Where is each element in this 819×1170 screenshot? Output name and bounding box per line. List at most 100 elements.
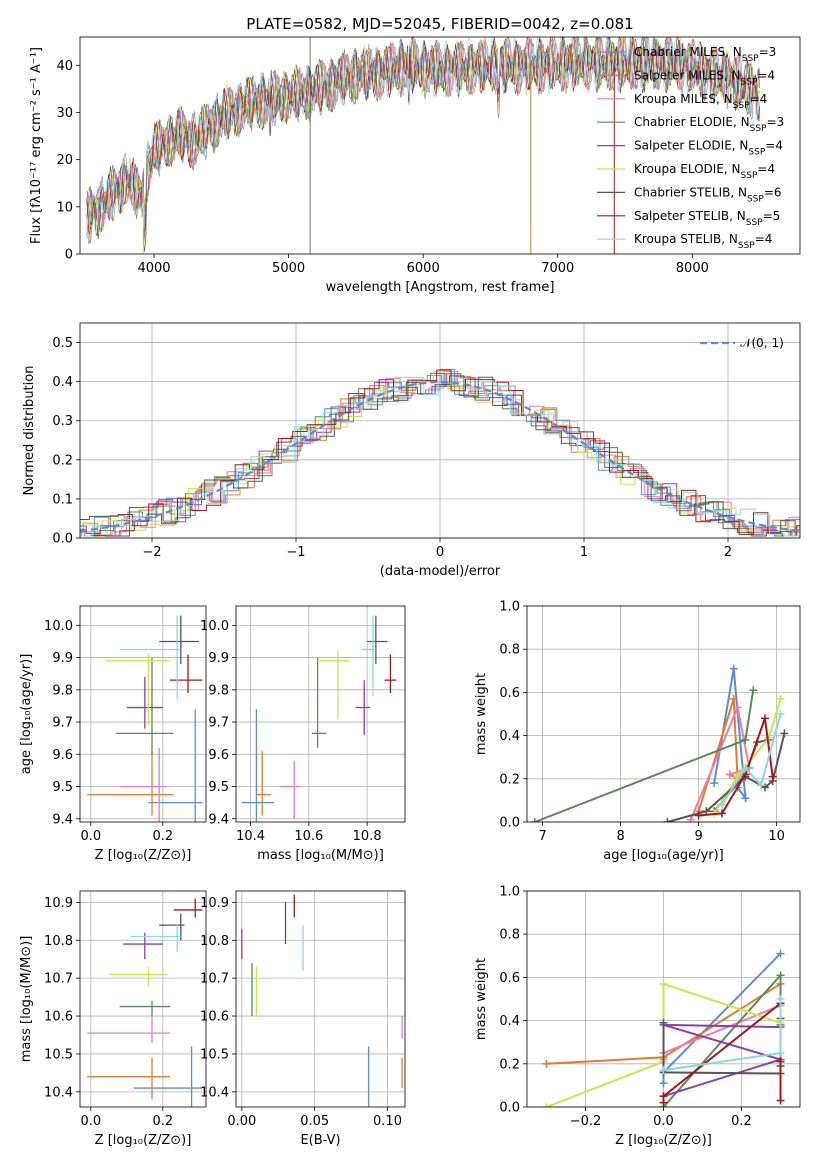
- spectrum-panel: 4000 5000 6000 7000 8000 0 10 20 30 40 wavelength …: [29, 15, 801, 295]
- y-tick-label: 10.5: [44, 1047, 73, 1062]
- error-point-salpeter-miles: [256, 751, 271, 816]
- axes-frame: [79, 605, 207, 823]
- x-axis-label: Z [log₁₀(Z/Z⊙)]: [95, 1133, 192, 1148]
- histogram-chabrier-stelib: [80, 375, 800, 537]
- x-axis-label: mass [log₁₀(M/M⊙)]: [257, 848, 384, 863]
- legend-label: Kroupa MILES, NSSP=4: [634, 92, 767, 111]
- y-tick-label: 10.4: [200, 1085, 229, 1100]
- legend-label-tail: =4: [750, 92, 768, 106]
- y-tick-label: 10.0: [200, 619, 229, 634]
- y-tick-label: 0.0: [499, 1101, 520, 1116]
- age_vs_Z-plot-area: [87, 615, 203, 822]
- y-tick-label: 9.5: [208, 780, 229, 795]
- y-tick-label: 9.5: [52, 780, 73, 795]
- legend-label-base: Salpeter STELIB, N: [634, 209, 746, 223]
- legend-label-base: Salpeter MILES, N: [634, 68, 741, 82]
- error-point-chabrier-elodie: [116, 657, 174, 755]
- age_vs_mass-plot-area: [241, 615, 397, 822]
- error-point-kroupa-elodie: [105, 654, 170, 726]
- x-tick-label: 0.2: [152, 829, 173, 844]
- y-axis-label: mass [log₁₀(M/M⊙)]: [19, 936, 34, 1063]
- x-tick-label: −1: [286, 545, 305, 560]
- weight-line: [689, 704, 751, 821]
- error-point-salpeter-elodie: [126, 676, 163, 729]
- y-tick-label: 10.9: [44, 896, 73, 911]
- x-tick-label: 5000: [272, 261, 305, 276]
- legend-label: Salpeter STELIB, NSSP=5: [634, 209, 780, 228]
- y-tick-label: 10.0: [44, 619, 73, 634]
- mass_vs_Z-plot-area: [87, 898, 203, 1107]
- spectrum-line-chabrier-elodie: [86, 37, 760, 236]
- legend-label: Chabrier STELIB, NSSP=6: [634, 185, 782, 204]
- legend-label: 𝒩(0, 1): [740, 336, 784, 350]
- weight-line: [663, 1023, 784, 1098]
- legend-label: Chabrier ELODIE, NSSP=3: [634, 115, 784, 134]
- axes-frame: [79, 36, 801, 255]
- legend-label-sub: SSP: [733, 101, 750, 111]
- legend-label-base: Chabrier STELIB, N: [634, 185, 747, 199]
- y-tick-label: 0.8: [499, 928, 520, 943]
- legend-label-tail: =4: [757, 162, 775, 176]
- x-tick-label: 0.2: [152, 1114, 173, 1129]
- mass_vs_Z-panel: 0.0 0.2 10.4 10.5 10.6 10.7 10.8 10.9 Z [log₁₀(Z…: [19, 890, 207, 1148]
- chart-title: PLATE=0582, MJD=52045, FIBERID=0042, z=0…: [246, 15, 633, 33]
- y-tick-label: 10.7: [44, 972, 73, 987]
- legend-label-sub: SSP: [741, 171, 758, 181]
- y-tick-label: 9.9: [52, 651, 73, 666]
- x-tick-label: 10.8: [353, 829, 382, 844]
- histogram-chabrier-elodie: [80, 373, 800, 537]
- y-tick-label: 9.6: [208, 748, 229, 763]
- weight_vs_age-panel: 7 8 9 10 0.0 0.2 0.4 0.6 0.8 1.0 age [log₁₀(age/yr…: [474, 600, 801, 863]
- weight_vs_Z-panel: −0.2 0.0 0.2 0.0 0.2 0.4 0.6 0.8 1.0 Z [log₁₀(Z/Z…: [474, 885, 801, 1148]
- x-tick-label: 0.10: [373, 1114, 402, 1129]
- x-tick-label: 7000: [541, 261, 574, 276]
- y-tick-label: 1.0: [499, 600, 520, 615]
- weight-line: [713, 668, 747, 802]
- legend-label-sub: SSP: [746, 218, 763, 228]
- error-point-chabrier-elodie: [311, 657, 327, 748]
- y-tick-label: 10.5: [200, 1047, 229, 1062]
- y-tick-label: 9.9: [208, 651, 229, 666]
- y-axis-label: mass weight: [474, 958, 489, 1040]
- legend-label-tail: =4: [757, 68, 775, 82]
- error-point-chabrier-stelib: [159, 615, 199, 665]
- x-axis-label: age [log₁₀(age/yr)]: [603, 848, 724, 863]
- legend-label: Chabrier MILES, NSSP=3: [634, 45, 776, 64]
- y-tick-label: 10.8: [44, 934, 73, 949]
- legend-label: Salpeter ELODIE, NSSP=4: [634, 139, 783, 158]
- error-point-salpeter-elodie: [355, 680, 371, 735]
- legend-label-base: Chabrier ELODIE, N: [634, 115, 750, 129]
- weight_vs_Z-plot-area: [542, 949, 785, 1107]
- y-axis-label: age [log₁₀(age/yr)]: [19, 654, 34, 775]
- y-tick-label: 0.2: [52, 453, 73, 468]
- error-point-salpeter-stelib: [173, 898, 203, 918]
- x-tick-label: 0.00: [227, 1114, 256, 1129]
- y-tick-label: 9.7: [208, 716, 229, 731]
- mass_vs_EBV-plot-area: [241, 894, 403, 1107]
- y-tick-label: 10.9: [200, 896, 229, 911]
- legend-label-tail: =6: [764, 185, 782, 199]
- y-tick-label: 10.8: [200, 934, 229, 949]
- legend-label: Salpeter MILES, NSSP=4: [634, 68, 775, 87]
- y-tick-label: 0.0: [52, 532, 73, 547]
- x-tick-label: 2: [724, 545, 732, 560]
- y-tick-label: 0.4: [499, 729, 520, 744]
- x-tick-label: 8: [616, 829, 624, 844]
- error-point-chabrier-miles: [148, 709, 203, 822]
- y-tick-label: 0.1: [52, 492, 73, 507]
- y-tick-label: 40: [56, 59, 73, 74]
- legend-label-base: Chabrier MILES, N: [634, 45, 742, 59]
- weight-line: [667, 733, 786, 822]
- legend-label-tail: =3: [759, 45, 777, 59]
- x-tick-label: 6000: [407, 261, 440, 276]
- histogram-kroupa-elodie: [80, 371, 800, 537]
- error-point-salpeter-miles: [87, 1057, 170, 1100]
- y-tick-label: 0.6: [499, 971, 520, 986]
- y-tick-label: 0.8: [499, 643, 520, 658]
- y-tick-label: 1.0: [499, 885, 520, 900]
- axes-frame: [235, 605, 406, 823]
- y-tick-label: 0.6: [499, 686, 520, 701]
- axes-frame: [79, 322, 801, 539]
- legend-label-sub: SSP: [747, 194, 764, 204]
